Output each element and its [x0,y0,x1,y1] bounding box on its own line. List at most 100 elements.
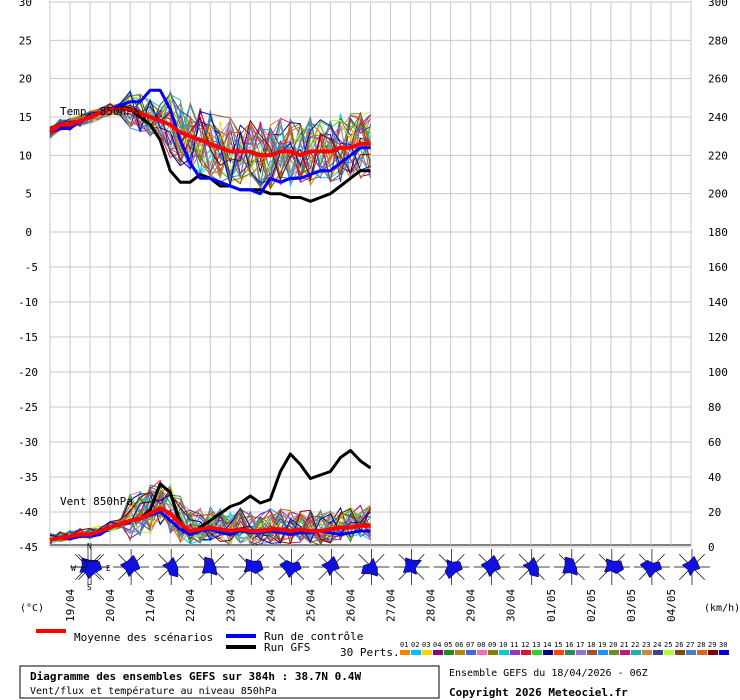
pert-number: 23 [642,641,650,649]
y-tick-left: 15 [19,111,32,124]
y-tick-right: 200 [708,188,728,201]
pert-swatch [477,650,487,655]
wind-rose [513,549,550,585]
pert-swatch [532,650,542,655]
x-tick-label: 02/05 [585,589,598,622]
rose-fill [562,556,578,576]
rose-fill [321,555,340,577]
x-tick-label: 26/04 [344,589,357,622]
compass-e: E [106,564,111,573]
pert-number: 04 [433,641,441,649]
pert-number: 15 [554,641,562,649]
wind-rose [633,549,670,585]
pert-swatch [488,650,498,655]
compass-w: W [71,564,76,573]
y-tick-left: -10 [18,296,38,309]
pert-number: 10 [499,641,507,649]
pert-swatch [466,650,476,655]
rose-fill [361,557,378,577]
pert-number: 12 [521,641,529,649]
pert-number: 18 [587,641,595,649]
x-tick-label: 01/05 [545,589,558,622]
pert-number: 07 [466,641,474,649]
pert-swatch [587,650,597,655]
pert-swatch [609,650,619,655]
right-unit-label: (km/h) [704,603,740,614]
pert-swatch [686,650,696,655]
rose-fill [603,558,624,574]
y-tick-right: 40 [708,471,721,484]
y-tick-left: 5 [25,188,32,201]
y-tick-right: 240 [708,111,728,124]
left-unit-label: (°C) [20,603,44,614]
x-tick-label: 28/04 [425,589,438,622]
y-tick-right: 160 [708,261,728,274]
y-tick-left: -40 [18,506,38,519]
y-tick-left: 25 [19,34,32,47]
y-tick-right: 300 [708,0,728,9]
footer-box [19,665,440,699]
y-tick-left: -45 [18,541,38,554]
pert-swatch [554,650,564,655]
pert-swatch [598,650,608,655]
pert-number: 05 [444,641,452,649]
pert-swatch [433,650,443,655]
pert-number: 19 [598,641,606,649]
rose-fill [161,556,179,578]
pert-swatch [675,650,685,655]
pert-swatch [411,650,421,655]
pert-number: 02 [411,641,419,649]
y-tick-left: -30 [18,436,38,449]
pert-swatch [697,650,707,655]
legend-gfs-label: Run GFS [264,641,310,654]
wind-rose [193,549,230,585]
y-tick-right: 140 [708,296,728,309]
temperature-panel-label: Temp. 850hPa [60,105,139,118]
pert-swatch [642,650,652,655]
pert-swatch [521,650,531,655]
pert-swatch [620,650,630,655]
series-wind-0 [49,506,371,542]
pert-swatch [664,650,674,655]
rose-fill [444,559,463,580]
pert-swatch [400,650,410,655]
wind-rose [553,549,590,585]
pert-number: 30 [719,641,727,649]
legend-mean-label: Moyenne des scénarios [74,631,213,644]
y-tick-right: 260 [708,73,728,86]
footer-subtitle: Vent/flux et température au niveau 850hP… [30,685,277,697]
wind-rose [113,549,150,585]
pert-number: 25 [664,641,672,649]
rose-fill [279,560,302,579]
pert-number: 26 [675,641,683,649]
wind-panel-label: Vent 850hPa [60,495,133,508]
pert-swatch [719,650,729,655]
x-tick-label: 27/04 [385,589,398,622]
wind-rose [393,549,430,585]
wind-rose [73,549,110,585]
y-tick-right: 100 [708,366,728,379]
wind-rose [433,549,470,585]
pert-number: 03 [422,641,430,649]
y-tick-right: 60 [708,436,721,449]
pert-number: 14 [543,641,551,649]
pert-swatch [653,650,663,655]
pert-number: 22 [631,641,639,649]
legend-control-label: Run de contrôle [264,630,363,643]
legend-perts-label: 30 Perts. [340,646,400,659]
compass-s: S [87,583,92,592]
rose-fill [522,556,539,578]
y-tick-right: 80 [708,401,721,414]
y-tick-right: 180 [708,226,728,239]
wind-rose [593,549,630,585]
pert-swatch [499,650,509,655]
wind-rose [233,549,270,585]
y-tick-left: 10 [19,149,32,162]
pert-number: 16 [565,641,573,649]
rose-fill [639,560,663,579]
pert-number: 09 [488,641,496,649]
pert-swatch [510,650,520,655]
run-info: Ensemble GEFS du 18/04/2026 - 06Z [449,668,648,679]
